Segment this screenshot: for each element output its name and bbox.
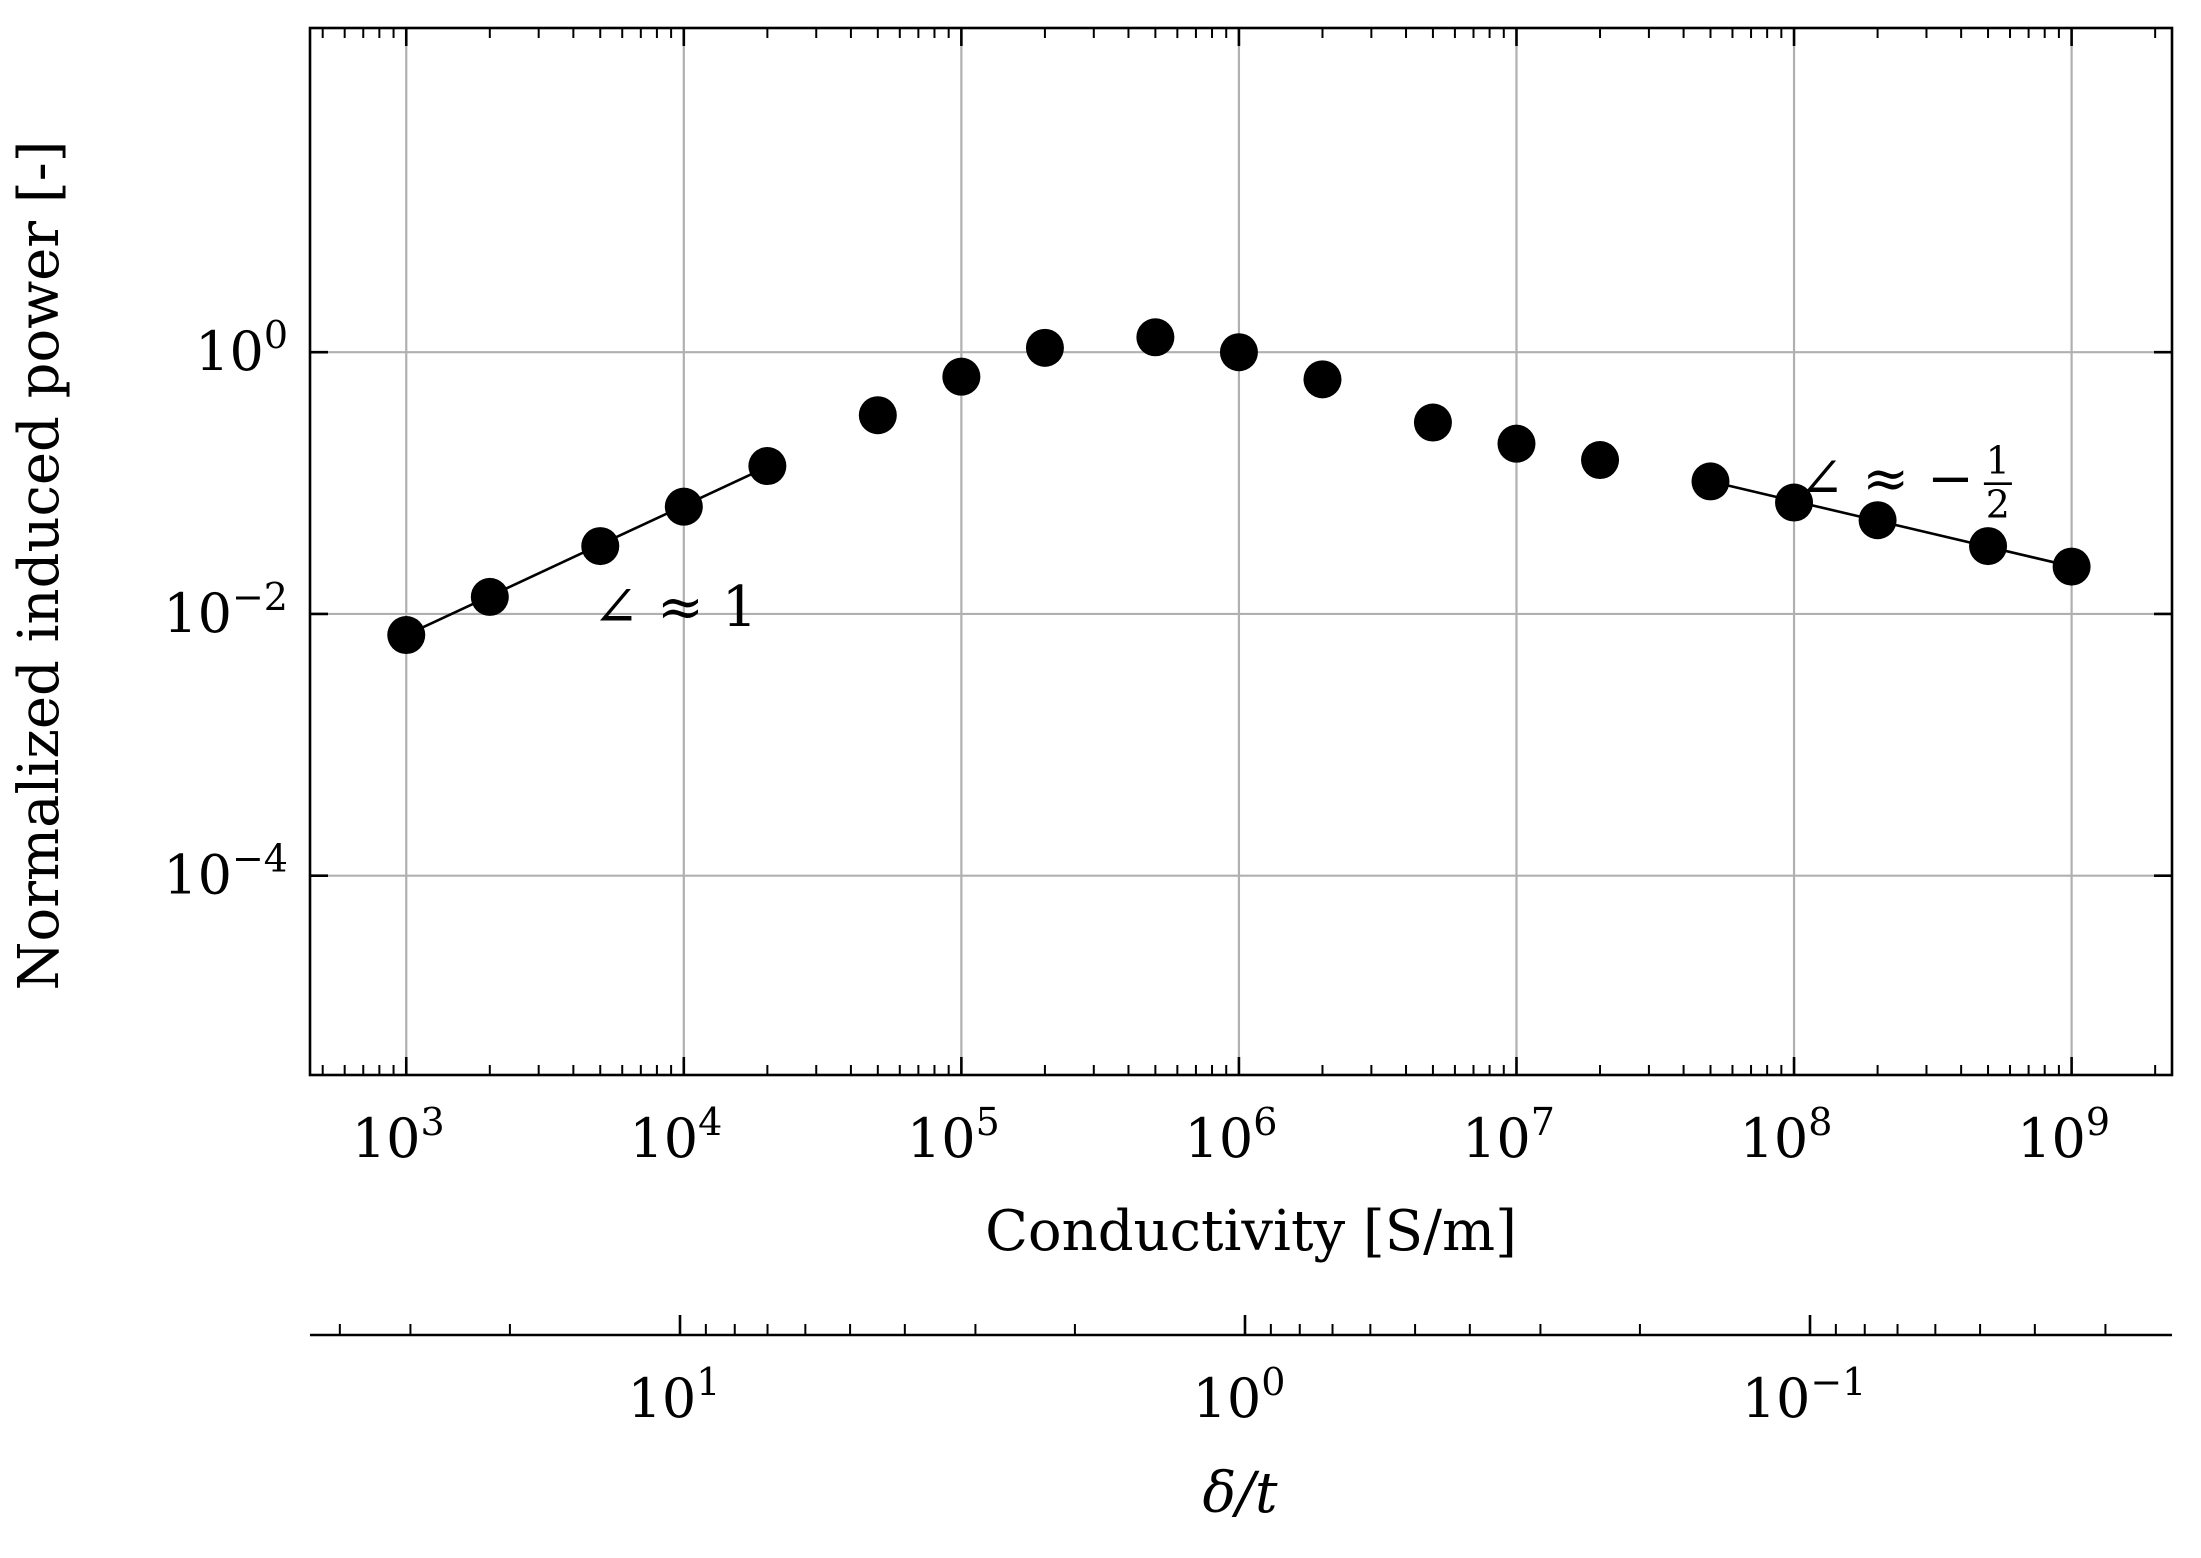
grid-layer — [310, 28, 2172, 1075]
data-point — [1219, 333, 1258, 372]
annotation-layer: ∠ ≈ 1 ∠ ≈ − 12 — [592, 439, 2012, 640]
data-point — [1858, 501, 1897, 540]
data-point — [1581, 441, 1620, 480]
secondary-tick-label: 101 — [628, 1360, 721, 1430]
plot-frame — [308, 26, 2174, 1077]
data-point — [581, 527, 620, 566]
data-point — [1497, 424, 1536, 463]
fit-line — [1710, 480, 2089, 572]
y-tick-label: 10−2 — [163, 575, 288, 645]
secondary-tick-label: 100 — [1193, 1360, 1286, 1430]
x-tick-label: 103 — [352, 1100, 445, 1170]
x-tick-label: 108 — [1740, 1100, 1833, 1170]
data-point — [1691, 462, 1730, 501]
y-axis-label: Normalized induced power [-] — [7, 141, 72, 991]
data-point — [387, 616, 426, 655]
y-tick-label: 10−4 — [163, 837, 288, 907]
y-tick-label: 100 — [195, 313, 288, 383]
data-point — [664, 487, 703, 526]
fraction-numerator: 1 — [1986, 439, 2010, 483]
x-tick-label: 106 — [1184, 1100, 1277, 1170]
data-point — [1413, 403, 1452, 442]
data-point — [1025, 328, 1064, 367]
data-point — [470, 577, 509, 616]
data-point — [2052, 547, 2091, 586]
x-axis-label: Conductivity [S/m] — [985, 1199, 1517, 1264]
label-layer: 103 104 105 106 107 108 109 100 10−2 10−4 101 100 10… — [163, 313, 2110, 1430]
secondary-tick-label: 10−1 — [1742, 1360, 1867, 1430]
major-tick-layer — [310, 28, 2172, 1335]
x-tick-label: 109 — [2017, 1100, 2110, 1170]
x-tick-label: 107 — [1462, 1100, 1555, 1170]
point-layer — [387, 318, 2091, 655]
data-point — [1969, 527, 2008, 566]
data-point — [858, 396, 897, 435]
fraction-denominator: 2 — [1986, 483, 2010, 527]
data-point — [748, 447, 787, 486]
data-point — [1136, 318, 1175, 357]
data-point — [1303, 360, 1342, 399]
data-point — [1775, 483, 1814, 522]
slope-annotation: ∠ ≈ 1 — [592, 575, 757, 640]
x-tick-label: 105 — [907, 1100, 1000, 1170]
x-tick-label: 104 — [629, 1100, 722, 1170]
minor-tick-layer — [321, 28, 2157, 1335]
data-point — [942, 357, 981, 396]
secondary-axis-label: δ/t — [1202, 1461, 1278, 1526]
slope-annotation: ∠ ≈ − — [1798, 447, 1974, 512]
